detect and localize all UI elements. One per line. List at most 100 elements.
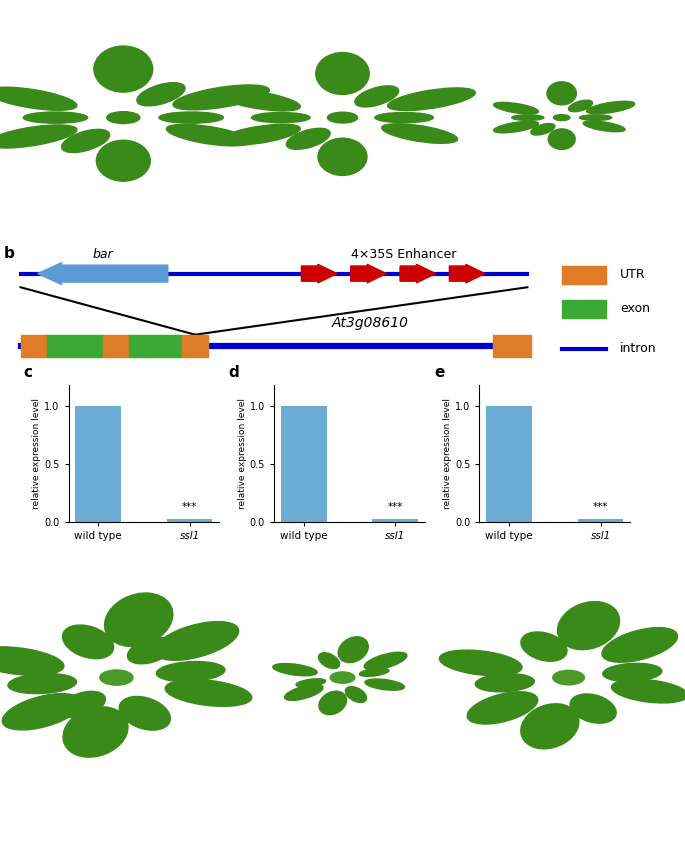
Ellipse shape <box>0 647 64 675</box>
Ellipse shape <box>165 679 252 706</box>
Bar <box>103 335 129 358</box>
Ellipse shape <box>286 128 330 149</box>
FancyArrow shape <box>449 264 485 283</box>
Ellipse shape <box>531 123 555 135</box>
Ellipse shape <box>521 632 567 661</box>
Ellipse shape <box>586 101 635 114</box>
Ellipse shape <box>119 696 171 730</box>
Text: b: b <box>3 246 14 262</box>
Text: ***: *** <box>182 502 197 512</box>
Ellipse shape <box>345 687 366 702</box>
Text: c: c <box>23 365 32 380</box>
Text: ***: *** <box>593 502 608 512</box>
Ellipse shape <box>156 662 225 682</box>
Ellipse shape <box>493 102 538 114</box>
Ellipse shape <box>375 112 434 122</box>
Ellipse shape <box>382 124 458 143</box>
Circle shape <box>327 112 358 123</box>
Ellipse shape <box>547 82 576 105</box>
Text: wild type: wild type <box>99 220 147 230</box>
Ellipse shape <box>251 112 310 122</box>
Y-axis label: relative expression level: relative expression level <box>443 398 452 509</box>
FancyArrow shape <box>301 264 337 283</box>
Bar <box>75 406 121 522</box>
Ellipse shape <box>219 124 300 145</box>
Bar <box>577 519 623 522</box>
Ellipse shape <box>173 85 269 110</box>
Ellipse shape <box>94 46 153 92</box>
Ellipse shape <box>0 87 77 111</box>
Ellipse shape <box>97 140 150 181</box>
Ellipse shape <box>2 694 82 730</box>
Circle shape <box>553 670 584 684</box>
Ellipse shape <box>355 86 399 107</box>
Ellipse shape <box>127 637 173 664</box>
Ellipse shape <box>105 593 173 647</box>
Text: wild type: wild type <box>94 812 139 822</box>
Text: f: f <box>3 539 10 555</box>
Bar <box>562 300 606 318</box>
Ellipse shape <box>319 652 340 668</box>
Text: UTR: UTR <box>620 268 645 281</box>
Text: e: e <box>434 365 445 380</box>
Ellipse shape <box>467 692 538 724</box>
Ellipse shape <box>296 679 325 687</box>
Ellipse shape <box>316 52 369 95</box>
Y-axis label: relative expression level: relative expression level <box>238 398 247 509</box>
Ellipse shape <box>23 112 88 123</box>
FancyArrow shape <box>400 264 436 283</box>
Text: At3g08610: At3g08610 <box>332 316 408 329</box>
Bar <box>47 335 103 358</box>
Y-axis label: relative expression level: relative expression level <box>32 398 41 509</box>
Text: ssl1 homozygous mutant: ssl1 homozygous mutant <box>496 220 627 230</box>
Bar <box>372 519 418 522</box>
Ellipse shape <box>319 691 347 715</box>
Text: intron: intron <box>620 343 656 355</box>
Ellipse shape <box>570 694 616 723</box>
Ellipse shape <box>583 121 625 132</box>
Circle shape <box>100 670 133 685</box>
Text: exon: exon <box>620 302 650 315</box>
Ellipse shape <box>63 706 128 757</box>
Text: ssl1 heterozygous mutant: ssl1 heterozygous mutant <box>275 220 410 230</box>
Ellipse shape <box>603 663 662 681</box>
Text: ***: *** <box>387 502 403 512</box>
Ellipse shape <box>558 602 619 650</box>
Ellipse shape <box>338 637 369 663</box>
Text: a: a <box>3 8 14 22</box>
Ellipse shape <box>569 100 593 111</box>
Text: bar: bar <box>92 248 113 261</box>
Ellipse shape <box>166 124 250 146</box>
Ellipse shape <box>219 90 300 111</box>
Ellipse shape <box>360 668 389 676</box>
Ellipse shape <box>364 652 407 670</box>
Circle shape <box>330 672 355 684</box>
Ellipse shape <box>388 88 475 111</box>
Text: ssl1: ssl1 <box>333 812 352 822</box>
Bar <box>562 266 606 284</box>
Ellipse shape <box>580 115 612 121</box>
Text: d: d <box>229 365 240 380</box>
Bar <box>493 335 531 358</box>
Ellipse shape <box>154 621 238 660</box>
Ellipse shape <box>602 628 677 663</box>
Ellipse shape <box>318 138 367 176</box>
Ellipse shape <box>273 663 317 676</box>
Circle shape <box>553 115 570 121</box>
FancyArrow shape <box>38 262 168 284</box>
Text: At3g08610pro-At3g08610 ssl1: At3g08610pro-At3g08610 ssl1 <box>495 812 643 822</box>
Ellipse shape <box>365 679 404 690</box>
Ellipse shape <box>8 674 77 694</box>
Bar <box>486 406 532 522</box>
Ellipse shape <box>493 122 538 133</box>
Ellipse shape <box>439 650 522 676</box>
Bar <box>182 335 208 358</box>
Ellipse shape <box>60 691 105 717</box>
Ellipse shape <box>475 674 534 692</box>
Bar <box>281 406 327 522</box>
Ellipse shape <box>612 679 685 703</box>
Bar <box>129 335 182 358</box>
Ellipse shape <box>0 125 77 148</box>
Ellipse shape <box>512 115 544 121</box>
Ellipse shape <box>548 129 575 149</box>
